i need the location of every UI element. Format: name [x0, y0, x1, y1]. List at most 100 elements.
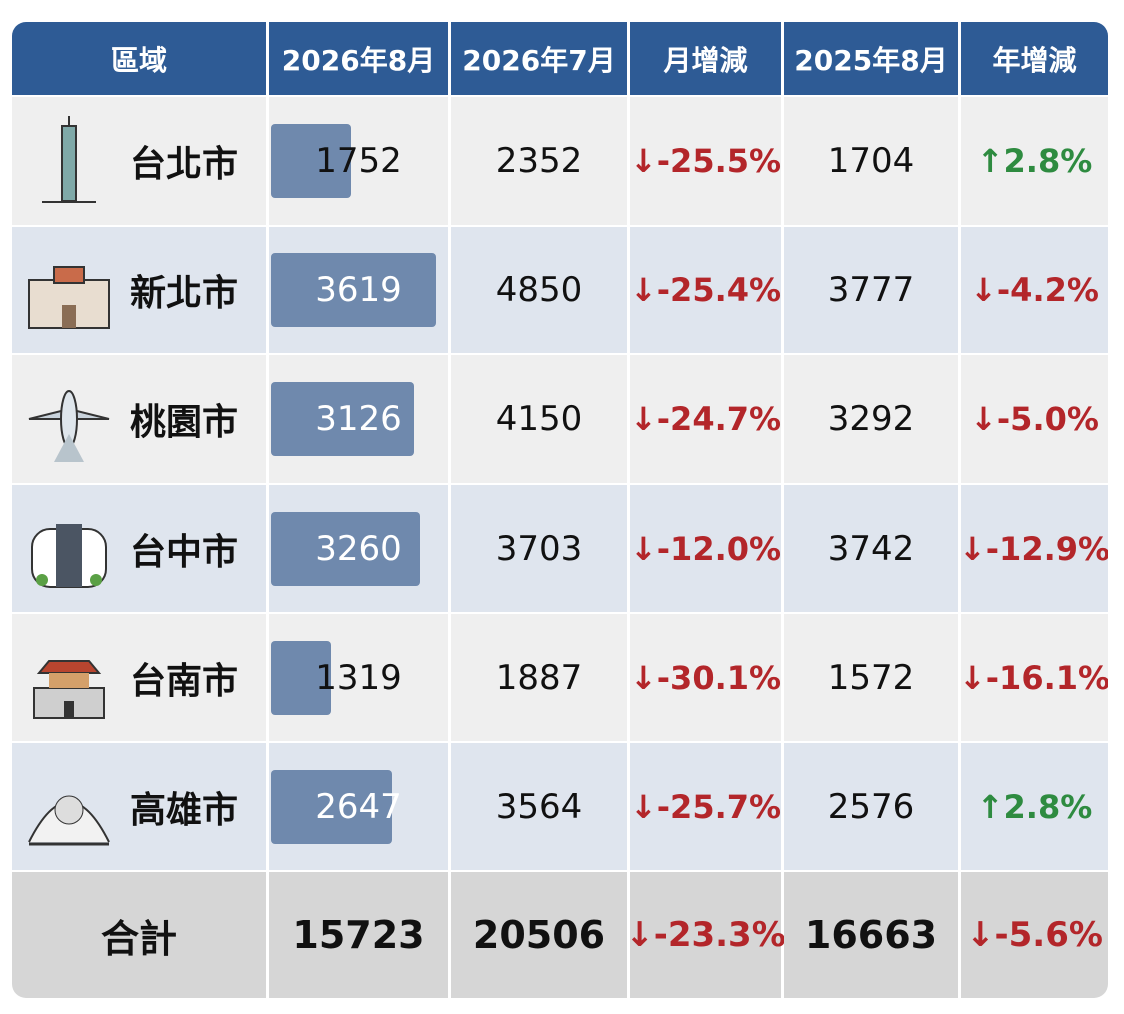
- cell-value: 1704: [827, 141, 915, 181]
- value-cell: 1752: [269, 97, 448, 225]
- city-icon: [42, 116, 96, 203]
- value-cell: ↓-30.1%: [630, 614, 781, 741]
- value-cell: ↓-12.0%: [630, 485, 781, 612]
- city-icon: [31, 523, 107, 588]
- cell-value: 4150: [495, 399, 583, 439]
- value-cell: ↓-4.2%: [961, 227, 1108, 353]
- cell-value: ↓-24.7%: [629, 400, 782, 438]
- city-icon: [28, 266, 110, 329]
- cell-value: 3292: [827, 399, 915, 439]
- value-cell: 2352: [451, 97, 627, 225]
- value-cell: 1319: [269, 614, 448, 741]
- cell-value: 1752: [315, 141, 402, 181]
- cell-value: ↓-5.0%: [970, 400, 1099, 438]
- cell-value: ↓-23.3%: [625, 915, 786, 955]
- city-icon: [28, 390, 110, 462]
- region-cell: 合計: [12, 872, 266, 998]
- value-cell: 1572: [784, 614, 958, 741]
- header-label: 2026年7月: [462, 43, 616, 77]
- value-cell: ↓-25.7%: [630, 743, 781, 870]
- cell-value: 4850: [495, 270, 583, 310]
- value-cell: ↓-5.0%: [961, 355, 1108, 483]
- value-bar: [271, 124, 351, 198]
- region-cell: 台南市: [12, 614, 266, 741]
- cell-value: ↓-12.9%: [958, 529, 1108, 568]
- region-cell: 台北市: [12, 97, 266, 225]
- cell-value: ↑2.8%: [976, 142, 1093, 180]
- cell-value: ↓-16.1%: [958, 658, 1108, 697]
- cell-value: 2647: [315, 786, 402, 827]
- cell-value: 2576: [827, 786, 915, 827]
- header-label: 年增減: [992, 43, 1077, 77]
- header-label: 月增減: [663, 43, 748, 77]
- header-cell: 區域: [12, 22, 266, 95]
- value-cell: 3292: [784, 355, 958, 483]
- cell-value: 3126: [315, 399, 402, 439]
- cell-value: 3703: [495, 528, 583, 569]
- value-cell: ↓-16.1%: [958, 614, 1108, 741]
- header-cell: 年增減: [961, 22, 1108, 95]
- region-name: 合計: [100, 916, 177, 961]
- data-table: 區域 2026年8月 2026年7月 月增減 2025年8月 年增減台北市 1752 2352…: [12, 22, 1108, 998]
- value-cell: ↓-25.4%: [630, 227, 781, 353]
- city-icon: [33, 659, 105, 719]
- header-label: 2025年8月: [794, 43, 948, 77]
- value-cell: ↓-23.3%: [625, 872, 786, 998]
- header-cell: 2026年7月: [451, 22, 627, 95]
- value-bar: [271, 382, 414, 456]
- cell-value: ↓-25.5%: [629, 142, 782, 180]
- cell-value: ↓-12.0%: [629, 529, 782, 568]
- cell-value: ↓-5.6%: [966, 915, 1103, 955]
- value-cell: 16663: [784, 872, 958, 998]
- value-cell: 3619: [269, 227, 448, 353]
- value-cell: 3703: [451, 485, 627, 612]
- value-cell: ↑2.8%: [961, 97, 1108, 225]
- region-name: 台南市: [129, 660, 238, 702]
- value-bar: [271, 640, 332, 715]
- value-cell: 15723: [269, 872, 448, 998]
- cell-value: ↑2.8%: [976, 787, 1093, 826]
- header-cell: 2025年8月: [784, 22, 958, 95]
- cell-value: ↓-25.4%: [629, 271, 782, 309]
- header-label: 2026年8月: [281, 43, 436, 77]
- cell-value: 1572: [827, 657, 915, 698]
- cell-value: 3619: [315, 270, 402, 310]
- value-cell: 3742: [784, 485, 958, 612]
- value-cell: ↓-12.9%: [958, 485, 1108, 612]
- value-cell: 4850: [451, 227, 627, 353]
- cell-value: ↓-25.7%: [629, 787, 782, 826]
- region-name: 新北市: [129, 273, 238, 314]
- region-name: 桃園市: [129, 402, 238, 443]
- value-cell: 3126: [269, 355, 448, 483]
- value-cell: ↓-24.7%: [630, 355, 781, 483]
- value-cell: 1704: [784, 97, 958, 225]
- cell-value: 16663: [804, 913, 938, 957]
- header-cell: 2026年8月: [269, 22, 448, 95]
- cell-value: 3742: [827, 528, 915, 569]
- cell-value: 1319: [315, 657, 402, 698]
- value-cell: 3777: [784, 227, 958, 353]
- value-bar: [271, 511, 420, 586]
- value-cell: 3564: [451, 743, 627, 870]
- cell-value: 1887: [495, 657, 583, 698]
- cell-value: 20506: [472, 913, 606, 957]
- region-name: 高雄市: [129, 789, 238, 831]
- value-cell: ↓-5.6%: [961, 872, 1108, 998]
- value-cell: 1887: [451, 614, 627, 741]
- cell-value: 2352: [495, 141, 583, 181]
- value-cell: 4150: [451, 355, 627, 483]
- cell-value: ↓-30.1%: [629, 658, 782, 697]
- cell-value: 3777: [827, 270, 915, 310]
- region-cell: 桃園市: [12, 355, 266, 483]
- cell-value: 3564: [495, 786, 583, 827]
- cell-value: 3260: [315, 528, 402, 569]
- region-cell: 新北市: [12, 227, 266, 353]
- value-cell: 20506: [451, 872, 627, 998]
- city-icon: [28, 795, 110, 845]
- region-cell: 高雄市: [12, 743, 266, 870]
- header-label: 區域: [110, 43, 167, 77]
- region-cell: 台中市: [12, 485, 266, 612]
- value-bar: [271, 253, 436, 327]
